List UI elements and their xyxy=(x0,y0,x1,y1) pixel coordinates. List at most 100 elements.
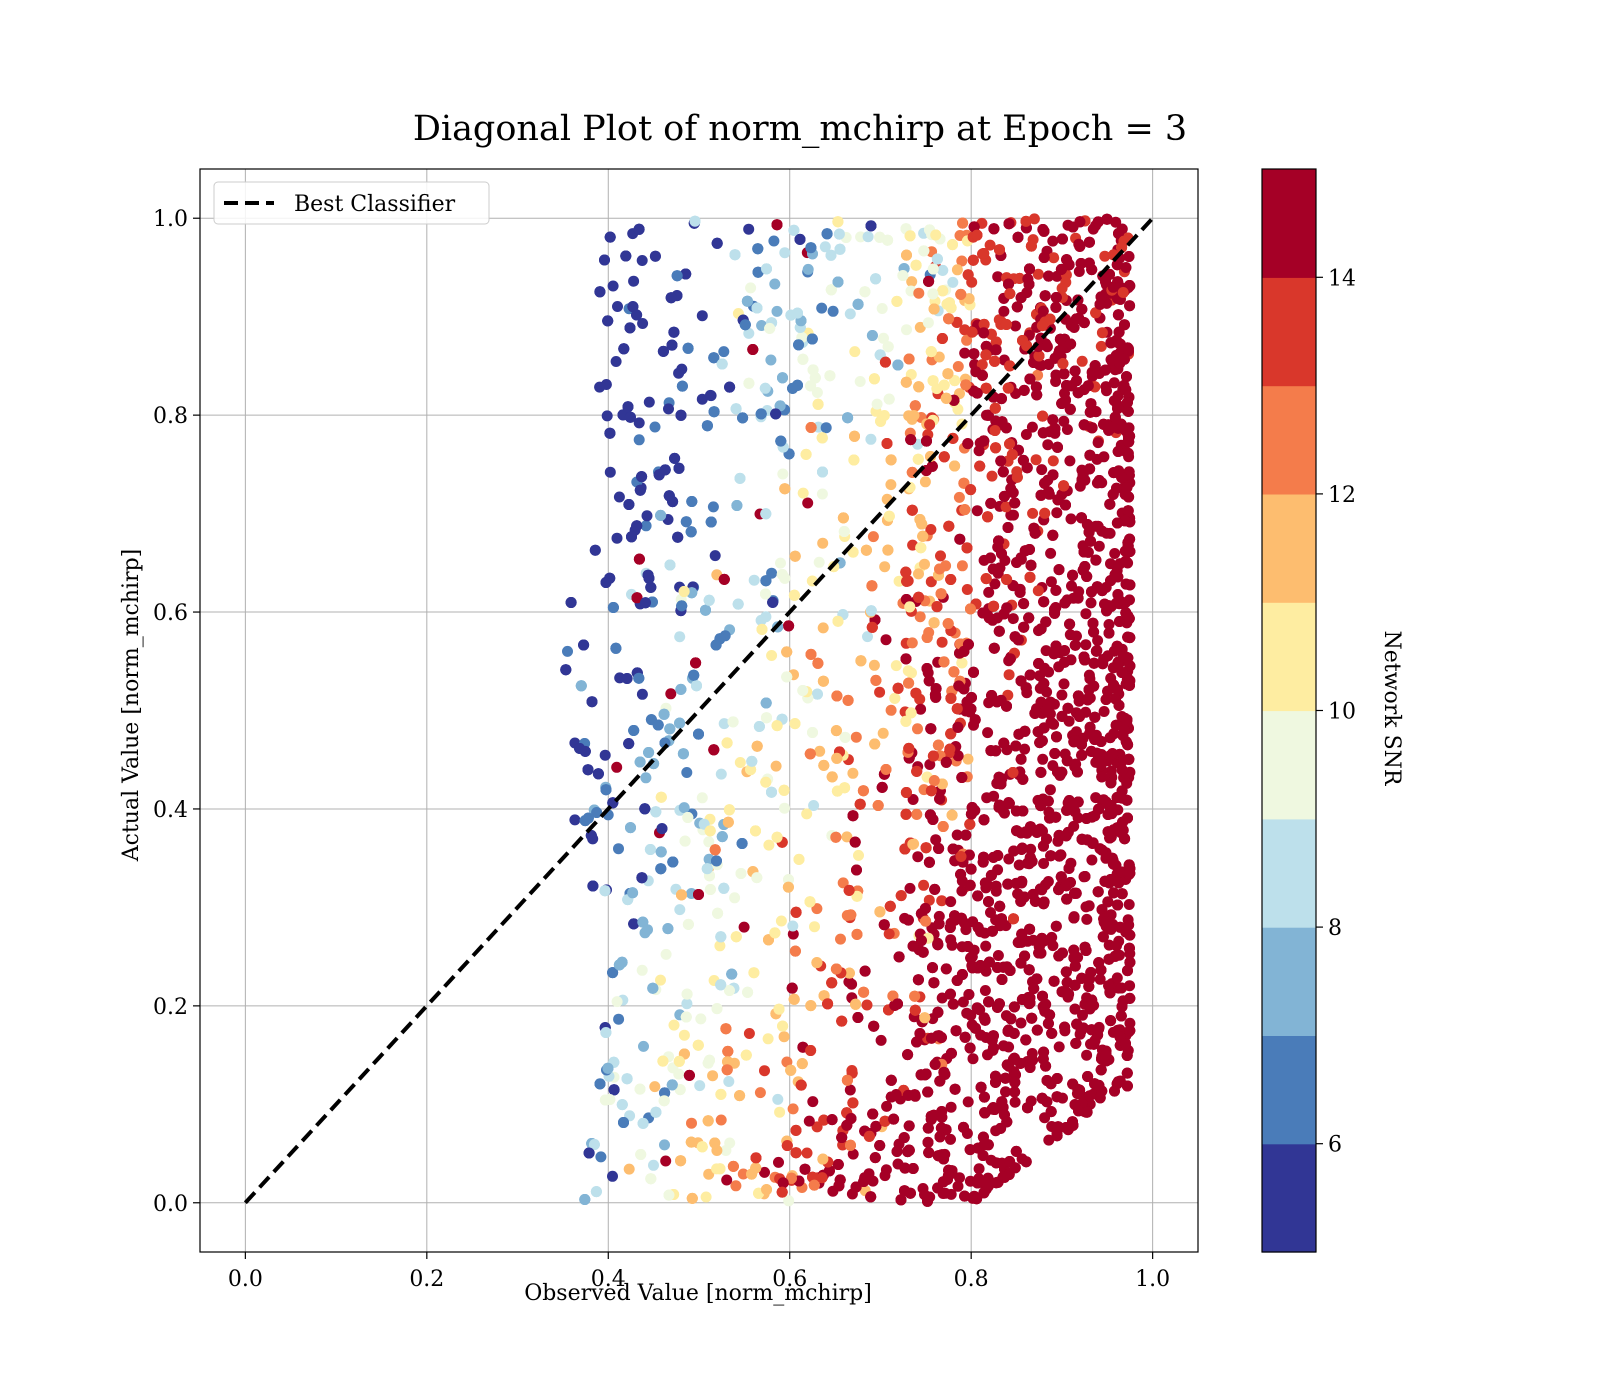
scatter-point xyxy=(1078,546,1090,558)
scatter-point xyxy=(943,520,955,532)
scatter-point xyxy=(774,400,786,412)
scatter-point xyxy=(689,215,701,227)
scatter-point xyxy=(937,821,949,832)
scatter-point xyxy=(981,1178,993,1190)
scatter-point xyxy=(1124,992,1136,1004)
scatter-point xyxy=(952,361,964,372)
scatter-point xyxy=(872,800,884,811)
scatter-point xyxy=(863,1130,875,1142)
scatter-point xyxy=(967,1053,979,1065)
scatter-point xyxy=(915,542,927,554)
scatter-point xyxy=(631,309,643,321)
scatter-point xyxy=(958,1121,969,1133)
scatter-point xyxy=(854,376,866,387)
scatter-point xyxy=(874,686,886,698)
scatter-point xyxy=(604,466,616,478)
scatter-point xyxy=(913,287,925,299)
scatter-point xyxy=(624,322,636,334)
scatter-point xyxy=(909,1004,921,1016)
scatter-point xyxy=(961,542,973,554)
scatter-point xyxy=(586,696,598,708)
scatter-point xyxy=(902,665,914,677)
scatter-point xyxy=(751,872,763,884)
scatter-point xyxy=(926,460,938,472)
scatter-point xyxy=(601,410,613,422)
scatter-point xyxy=(921,435,932,447)
scatter-point xyxy=(1087,617,1099,629)
scatter-point xyxy=(1000,1086,1011,1098)
scatter-point xyxy=(849,836,861,848)
scatter-point xyxy=(1112,309,1124,321)
scatter-point xyxy=(760,776,772,788)
scatter-point xyxy=(705,516,717,528)
scatter-point xyxy=(1037,427,1049,439)
scatter-point xyxy=(623,499,635,510)
scatter-point xyxy=(879,561,891,573)
scatter-point xyxy=(1098,706,1110,717)
scatter-point xyxy=(626,531,637,543)
scatter-point xyxy=(1004,360,1016,372)
scatter-point xyxy=(1123,942,1135,954)
scatter-point xyxy=(764,322,776,334)
scatter-point xyxy=(957,217,969,229)
scatter-point xyxy=(876,781,888,793)
scatter-point xyxy=(1112,446,1124,457)
scatter-point xyxy=(996,548,1007,560)
scatter-point xyxy=(988,642,1000,654)
scatter-point xyxy=(1024,373,1036,385)
scatter-point xyxy=(833,228,845,240)
scatter-point xyxy=(965,808,977,820)
scatter-point xyxy=(779,247,791,259)
scatter-point xyxy=(1062,702,1074,714)
scatter-point xyxy=(1111,684,1123,696)
scatter-point xyxy=(821,228,833,240)
scatter-point xyxy=(807,727,818,738)
scatter-point xyxy=(965,952,977,964)
scatter-point xyxy=(956,885,968,897)
scatter-point xyxy=(1051,507,1063,519)
scatter-point xyxy=(842,694,854,706)
scatter-point xyxy=(1026,1012,1038,1024)
scatter-point xyxy=(924,759,936,770)
scatter-point xyxy=(888,1113,900,1125)
scatter-point xyxy=(892,682,904,694)
scatter-point xyxy=(1020,1156,1032,1168)
scatter-point xyxy=(734,757,746,768)
scatter-point xyxy=(667,856,679,868)
scatter-point xyxy=(949,375,961,387)
scatter-point xyxy=(785,309,797,321)
scatter-point xyxy=(988,851,999,863)
scatter-point xyxy=(1051,731,1062,743)
scatter-point xyxy=(1040,616,1052,628)
scatter-point xyxy=(797,487,809,499)
scatter-point xyxy=(969,714,981,726)
scatter-point xyxy=(1071,375,1082,387)
scatter-point xyxy=(773,1156,784,1168)
scatter-point xyxy=(988,790,1000,802)
scatter-point xyxy=(951,264,963,276)
scatter-point xyxy=(945,1133,956,1145)
scatter-point xyxy=(600,784,612,796)
scatter-point xyxy=(1003,218,1015,230)
scatter-point xyxy=(674,717,686,729)
scatter-point xyxy=(628,275,640,287)
scatter-point xyxy=(927,814,939,825)
scatter-point xyxy=(1081,834,1093,846)
scatter-point xyxy=(846,978,858,990)
scatter-point xyxy=(883,928,895,940)
scatter-point xyxy=(1100,381,1112,393)
scatter-point xyxy=(811,957,823,969)
scatter-point xyxy=(1083,981,1095,992)
scatter-point xyxy=(1009,497,1021,509)
scatter-point xyxy=(1050,369,1062,381)
scatter-point xyxy=(611,761,623,773)
scatter-point xyxy=(919,558,930,570)
scatter-point xyxy=(1105,337,1117,349)
scatter-point xyxy=(655,509,667,521)
scatter-point xyxy=(600,577,612,588)
scatter-point xyxy=(865,605,877,617)
scatter-point xyxy=(1116,667,1128,678)
scatter-point xyxy=(1067,569,1079,581)
scatter-point xyxy=(743,223,755,235)
scatter-point xyxy=(978,1091,990,1103)
